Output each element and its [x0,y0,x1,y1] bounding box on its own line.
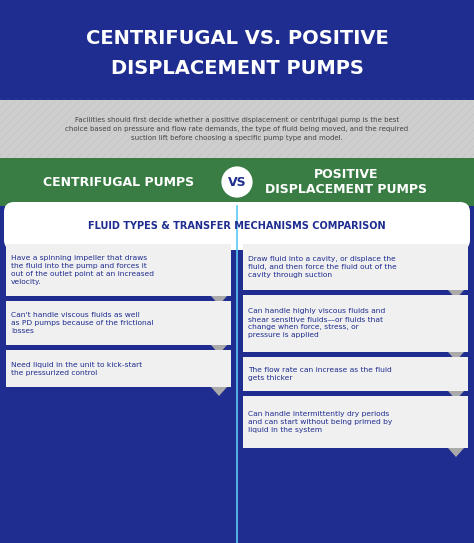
Text: VS: VS [228,175,246,188]
Text: Can't handle viscous fluids as well
as PD pumps because of the frictional
losses: Can't handle viscous fluids as well as P… [11,312,154,334]
FancyBboxPatch shape [243,295,468,352]
Circle shape [220,165,254,199]
FancyBboxPatch shape [6,244,231,296]
Text: Need liquid in the unit to kick-start
the pressurized control: Need liquid in the unit to kick-start th… [11,362,142,376]
Text: Can handle highly viscous fluids and
shear sensitive fluids—or fluids that
chang: Can handle highly viscous fluids and she… [248,308,385,338]
FancyBboxPatch shape [243,396,468,448]
Polygon shape [211,345,227,354]
FancyBboxPatch shape [6,350,231,387]
FancyBboxPatch shape [4,202,470,250]
Text: CENTRIFUGAL VS. POSITIVE: CENTRIFUGAL VS. POSITIVE [86,28,388,47]
Text: DISPLACEMENT PUMPS: DISPLACEMENT PUMPS [110,59,364,78]
Text: Draw fluid into a cavity, or displace the
fluid, and then force the fluid out of: Draw fluid into a cavity, or displace th… [248,256,397,278]
FancyBboxPatch shape [243,244,468,290]
Polygon shape [211,387,227,396]
Polygon shape [448,290,464,299]
Text: Can handle intermittently dry periods
and can start without being primed by
liqu: Can handle intermittently dry periods an… [248,411,392,433]
Text: POSITIVE
DISPLACEMENT PUMPS: POSITIVE DISPLACEMENT PUMPS [265,168,427,196]
Text: Have a spinning impeller that draws
the fluid into the pump and forces it
out of: Have a spinning impeller that draws the … [11,255,154,285]
FancyBboxPatch shape [0,0,474,100]
Polygon shape [448,448,464,457]
FancyBboxPatch shape [0,100,474,158]
FancyBboxPatch shape [6,301,231,345]
Text: Facilities should first decide whether a positive displacement or centrifugal pu: Facilities should first decide whether a… [65,117,409,141]
Polygon shape [448,352,464,361]
FancyBboxPatch shape [0,158,474,206]
Text: The flow rate can increase as the fluid
gets thicker: The flow rate can increase as the fluid … [248,367,392,381]
Polygon shape [211,296,227,305]
FancyBboxPatch shape [0,206,474,543]
FancyBboxPatch shape [243,357,468,391]
Text: FLUID TYPES & TRANSFER MECHANISMS COMPARISON: FLUID TYPES & TRANSFER MECHANISMS COMPAR… [88,221,386,231]
Text: CENTRIFUGAL PUMPS: CENTRIFUGAL PUMPS [43,175,194,188]
Polygon shape [448,391,464,400]
